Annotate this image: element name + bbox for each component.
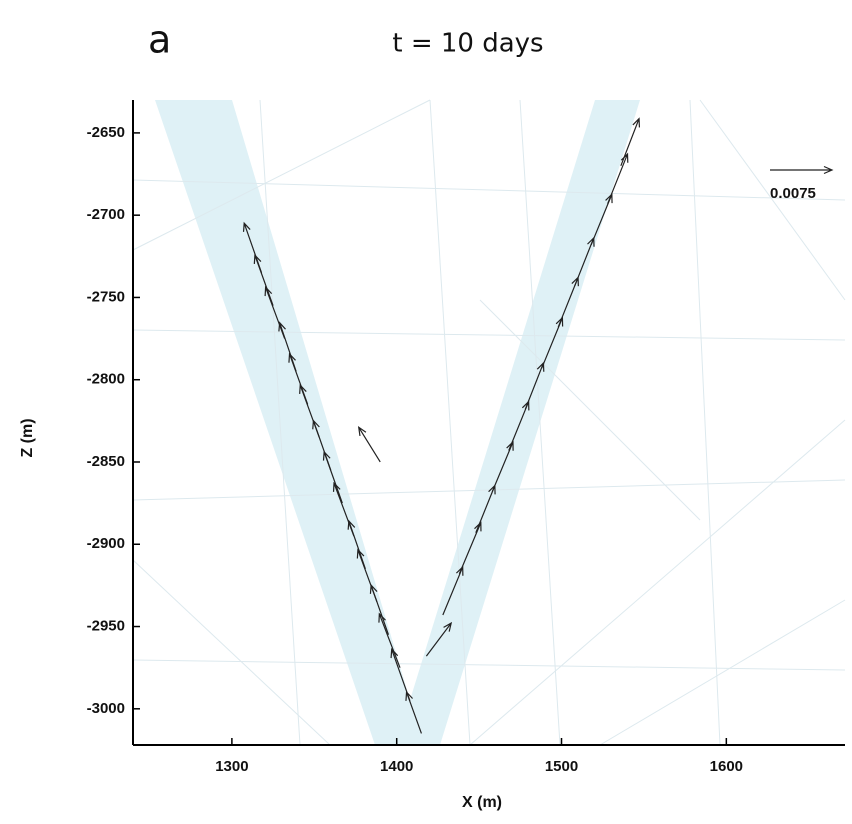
- vector-arrow: [332, 481, 355, 537]
- vector-arrow: [378, 612, 401, 668]
- y-tick-label: -2900: [87, 535, 125, 552]
- fault-zone: [155, 100, 640, 745]
- x-tick-label: 1600: [710, 758, 743, 775]
- x-tick-label: 1500: [545, 758, 578, 775]
- reference-label: 0.0075: [770, 185, 816, 202]
- vector-arrow: [242, 221, 263, 273]
- reference-arrow: [770, 165, 834, 175]
- y-tick-label: -3000: [87, 700, 125, 717]
- mesh: [132, 99, 846, 746]
- x-tick-label: 1300: [215, 758, 248, 775]
- vector-arrow: [458, 521, 482, 575]
- y-tick-label: -2950: [87, 617, 125, 634]
- y-tick-label: -2650: [87, 124, 125, 141]
- vector-arrow: [491, 440, 514, 492]
- y-tick-label: -2800: [87, 371, 125, 388]
- vector-arrow: [356, 548, 378, 603]
- plot-background: [132, 99, 846, 746]
- x-tick-label: 1400: [380, 758, 413, 775]
- vector-arrow: [390, 647, 411, 701]
- x-axis-label: X (m): [462, 794, 502, 811]
- panel-label: a: [148, 18, 171, 62]
- y-axis-label: Z (m): [19, 418, 36, 457]
- vector-arrow: [357, 425, 381, 463]
- y-tick-label: -2850: [87, 453, 125, 470]
- chart-title: t = 10 days: [392, 29, 543, 59]
- vector-arrow: [425, 621, 453, 657]
- vector-arrow: [620, 117, 641, 167]
- y-tick-label: -2700: [87, 206, 125, 223]
- vector-arrow: [264, 285, 286, 339]
- y-tick-label: -2750: [87, 288, 125, 305]
